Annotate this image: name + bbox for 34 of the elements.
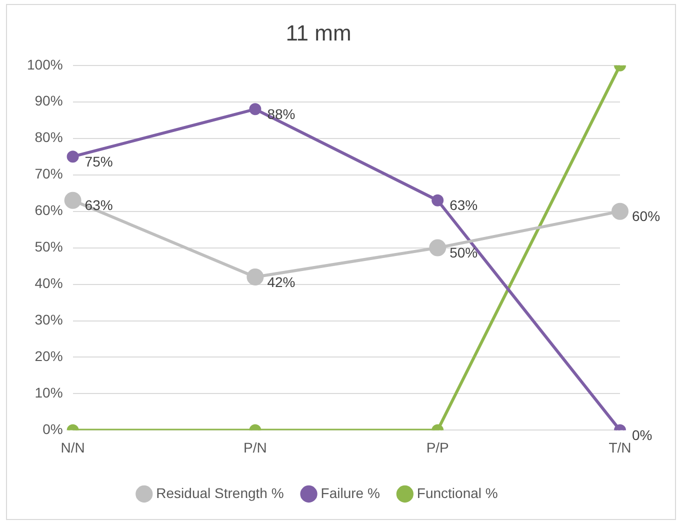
y-tick-label: 40% <box>34 275 63 292</box>
y-tick-label: 30% <box>34 312 63 328</box>
data-label: 42% <box>267 274 296 290</box>
data-label: 63% <box>450 197 478 214</box>
x-tick-label: P/N <box>244 439 267 456</box>
data-label: 60% <box>632 208 660 224</box>
point <box>249 103 262 116</box>
x-tick-label: P/P <box>426 439 449 456</box>
data-label: 50% <box>450 244 478 261</box>
point <box>612 202 628 220</box>
data-label: 63% <box>84 197 113 214</box>
y-tick-label: 100% <box>26 56 63 72</box>
x-tick-label: N/N <box>60 439 85 456</box>
legend-label: Failure % <box>320 484 380 501</box>
y-tick-label: 60% <box>34 202 63 218</box>
legend-label: Functional % <box>416 484 498 501</box>
y-tick-label: 90% <box>34 92 63 109</box>
point <box>66 150 79 163</box>
data-label: 88% <box>267 106 296 122</box>
y-tick-label: 70% <box>34 166 63 182</box>
legend-label: Residual Strength % <box>156 484 284 501</box>
y-tick-label: 80% <box>34 129 63 146</box>
x-tick-label: T/N <box>608 439 632 456</box>
point <box>64 192 82 209</box>
chart-title: 11 mm <box>286 20 352 46</box>
y-tick-label: 50% <box>34 238 63 255</box>
data-label: 75% <box>84 153 113 170</box>
point <box>429 239 446 256</box>
y-tick-label: 0% <box>42 421 63 438</box>
y-tick-label: 10% <box>34 384 63 401</box>
point <box>246 268 264 286</box>
data-label: 0% <box>632 427 652 444</box>
point <box>432 194 444 206</box>
y-tick-label: 20% <box>34 348 63 364</box>
